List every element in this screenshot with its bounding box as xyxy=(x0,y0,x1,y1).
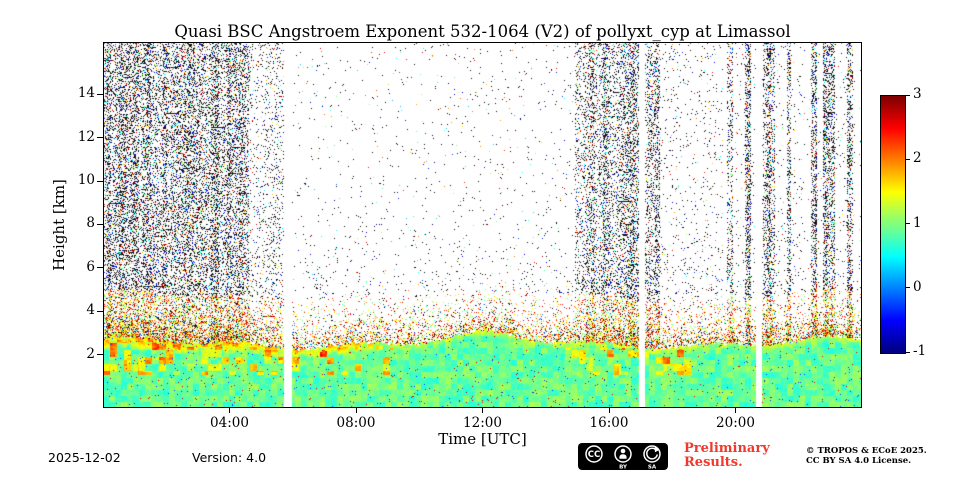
cc-by-sa-badge: CC BY SA xyxy=(578,443,668,470)
colorbar-tick-label: -1 xyxy=(913,343,927,359)
x-tick-mark xyxy=(482,408,483,413)
colorbar-tick-label: 3 xyxy=(913,86,922,102)
colorbar-tick-label: 0 xyxy=(913,278,922,295)
colorbar-tick-mark xyxy=(906,158,910,160)
x-tick-mark xyxy=(608,408,610,413)
colorbar-tick-mark xyxy=(906,351,910,353)
x-tick-label: 16:00 xyxy=(589,415,629,431)
colorbar-tick-mark xyxy=(906,223,910,224)
preliminary-line2: Results. xyxy=(684,455,743,470)
y-axis-label: Height [km] xyxy=(50,179,68,271)
by-person-icon: BY xyxy=(614,445,632,471)
preliminary-line1: Preliminary xyxy=(684,441,770,456)
y-tick-label: 14 xyxy=(77,85,95,102)
copyright-line1: © TROPOS & ECoE 2025. xyxy=(806,446,927,456)
sa-letters: SA xyxy=(648,465,657,471)
x-tick-mark xyxy=(229,408,230,413)
cc-letters: CC xyxy=(588,450,600,460)
y-tick-label: 12 xyxy=(77,128,95,145)
copyright-line2: CC BY SA 4.0 License. xyxy=(806,456,912,466)
colorbar xyxy=(880,95,906,354)
cc-logo-icon: CC xyxy=(585,445,603,463)
colorbar-tick-mark xyxy=(906,94,910,96)
chart-title: Quasi BSC Angstroem Exponent 532-1064 (V… xyxy=(174,22,791,41)
heatmap-canvas xyxy=(103,42,862,408)
preliminary-note: Preliminary Results. xyxy=(684,442,770,470)
x-tick-mark xyxy=(735,408,736,413)
measurement-date: 2025-12-02 xyxy=(48,450,121,465)
x-tick-label: 12:00 xyxy=(463,415,502,431)
colorbar-tick-label: 1 xyxy=(913,214,922,231)
y-tick-label: 4 xyxy=(86,302,95,319)
x-tick-label: 20:00 xyxy=(716,415,755,431)
x-tick-label: 04:00 xyxy=(210,415,249,431)
colorbar-tick-label: 2 xyxy=(913,150,922,167)
sa-arrow-icon: SA xyxy=(643,445,661,471)
x-axis-label: Time [UTC] xyxy=(438,430,527,448)
x-tick-label: 08:00 xyxy=(336,415,376,431)
x-tick-mark xyxy=(355,408,357,413)
copyright-note: © TROPOS & ECoE 2025. CC BY SA 4.0 Licen… xyxy=(806,446,927,466)
version-label: Version: 4.0 xyxy=(192,450,267,465)
colorbar-tick-mark xyxy=(906,287,910,289)
by-letters: BY xyxy=(619,465,628,471)
y-tick-label: 2 xyxy=(86,345,95,362)
